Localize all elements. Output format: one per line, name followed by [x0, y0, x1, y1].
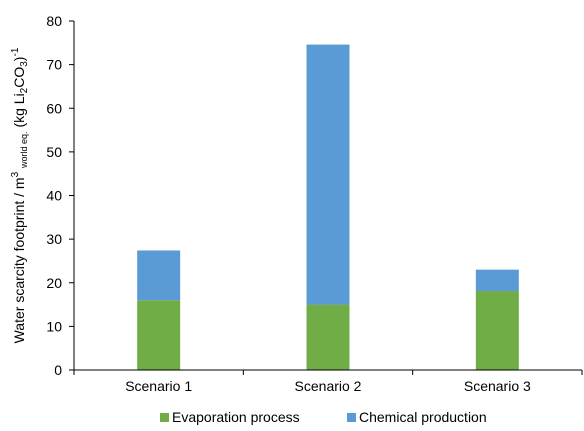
- y-axis-title-text: Water scarcity footprint / m3 world eq. …: [10, 47, 30, 343]
- y-tick-label: 40: [46, 188, 62, 204]
- y-axis-title-part: -1: [10, 47, 21, 56]
- y-tick-label: 30: [46, 231, 62, 247]
- y-tick-label: 50: [46, 144, 62, 160]
- x-tick-label: Scenario 2: [295, 378, 362, 394]
- y-tick-label: 70: [46, 57, 62, 73]
- legend-label: Chemical production: [359, 409, 487, 425]
- x-tick-label: Scenario 1: [125, 378, 192, 394]
- y-axis-title-part: Water scarcity footprint / m: [11, 177, 27, 343]
- y-tick-label: 0: [54, 362, 62, 378]
- y-axis-title-part: 3: [10, 171, 21, 177]
- y-axis-title-part: ): [11, 57, 27, 62]
- x-axis-ticks: Scenario 1 Scenario 2 Scenario 3: [73, 370, 583, 394]
- y-tick-label: 10: [46, 318, 62, 334]
- axes: [73, 21, 582, 371]
- y-axis-title-part: 3: [19, 61, 30, 67]
- y-tick-label: 60: [46, 100, 62, 116]
- bar-chemical-production-3: [475, 269, 519, 292]
- bar-chemical-production-2: [306, 44, 350, 305]
- y-tick-label: 20: [46, 275, 62, 291]
- y-axis-ticks: 0 10 20 30 40 50 60 70 80: [46, 13, 74, 378]
- bars: [137, 44, 519, 370]
- legend-swatch: [347, 413, 356, 422]
- y-axis-title-part: (kg Li: [11, 93, 27, 131]
- bar-evaporation-process-1: [137, 300, 181, 370]
- y-axis-title-part: world eq.: [19, 131, 29, 169]
- y-tick-label: 80: [46, 13, 62, 29]
- legend-swatch: [160, 413, 169, 422]
- y-axis-title-part: CO: [11, 67, 27, 88]
- y-axis-title-part: 2: [19, 87, 30, 93]
- x-tick-label: Scenario 3: [464, 378, 531, 394]
- legend-label: Evaporation process: [172, 409, 300, 425]
- bar-evaporation-process-3: [475, 291, 519, 370]
- y-axis-title: Water scarcity footprint / m3 world eq. …: [10, 47, 30, 343]
- legend: Evaporation process Chemical production: [160, 409, 487, 425]
- bar-chemical-production-1: [137, 250, 181, 301]
- bar-evaporation-process-2: [306, 304, 350, 370]
